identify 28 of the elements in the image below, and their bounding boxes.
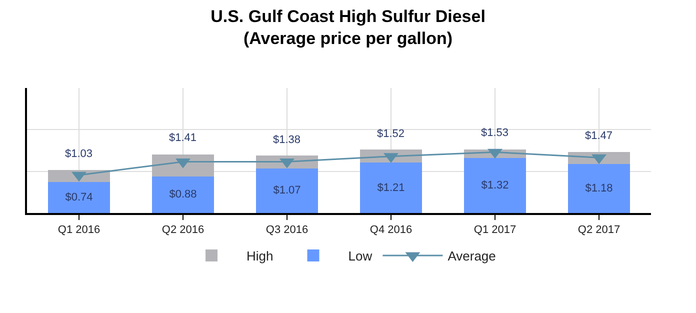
chart-title: U.S. Gulf Coast High Sulfur Diesel (Average price per gallon) bbox=[210, 6, 486, 48]
data-label: $1.21 bbox=[377, 182, 405, 194]
x-tick-label: Q2 2017 bbox=[578, 224, 620, 236]
total-label: $1.47 bbox=[585, 130, 613, 142]
legend-label: Low bbox=[348, 248, 373, 264]
bar bbox=[48, 182, 110, 213]
x-tick-label: Q4 2016 bbox=[370, 224, 412, 236]
bar bbox=[360, 162, 422, 213]
total-label: $1.53 bbox=[481, 127, 509, 139]
data-label: $1.07 bbox=[273, 184, 301, 197]
bar bbox=[464, 158, 526, 213]
data-label: $1.32 bbox=[481, 180, 509, 192]
total-label: $1.38 bbox=[273, 134, 301, 146]
legend-label: High bbox=[246, 248, 274, 264]
x-tick-label: Q1 2017 bbox=[474, 224, 516, 236]
total-label: $1.41 bbox=[169, 132, 197, 144]
total-label: $1.52 bbox=[377, 128, 405, 140]
data-label: $0.74 bbox=[65, 192, 93, 204]
bar bbox=[256, 168, 318, 213]
data-label: $1.18 bbox=[585, 182, 613, 194]
x-tick-label: Q1 2016 bbox=[58, 224, 100, 236]
x-tick-label: Q3 2016 bbox=[266, 224, 308, 236]
x-tick-label: Q2 2016 bbox=[162, 224, 204, 236]
total-label: $1.03 bbox=[65, 148, 93, 160]
legend-label: Average bbox=[448, 248, 496, 264]
bar bbox=[568, 164, 630, 213]
bar bbox=[152, 176, 214, 213]
data-label: $0.88 bbox=[169, 188, 197, 201]
